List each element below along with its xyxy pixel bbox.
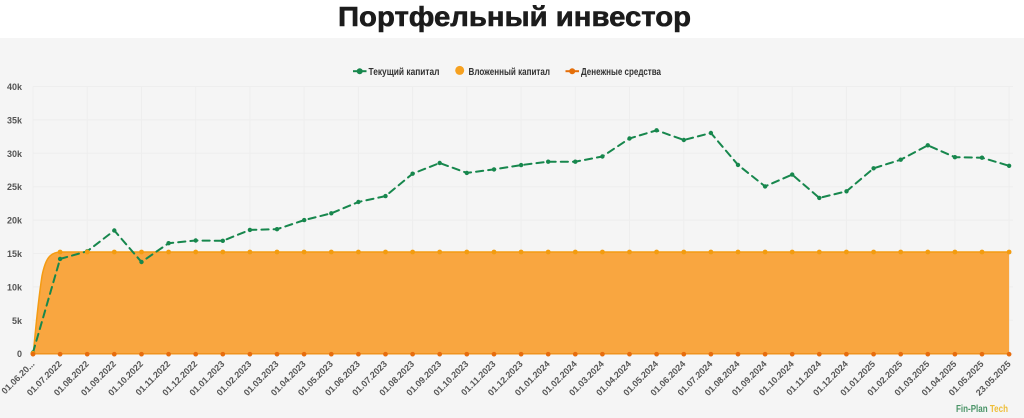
svg-text:Fin-Plan Tech: Fin-Plan Tech <box>956 404 1008 415</box>
svg-text:0: 0 <box>17 349 22 359</box>
svg-text:Текущий капитал: Текущий капитал <box>369 66 440 78</box>
svg-text:10k: 10k <box>7 282 23 292</box>
svg-text:5k: 5k <box>12 316 23 326</box>
svg-text:40k: 40k <box>7 82 23 92</box>
svg-text:25k: 25k <box>7 182 23 192</box>
svg-text:35k: 35k <box>7 115 23 125</box>
svg-text:Портфельный инвестор: Портфельный инвестор <box>338 1 691 32</box>
svg-text:15k: 15k <box>7 249 23 259</box>
svg-text:20k: 20k <box>7 216 23 226</box>
svg-text:30k: 30k <box>7 149 23 159</box>
svg-text:Вложенный капитал: Вложенный капитал <box>469 66 551 78</box>
svg-text:Денежные средства: Денежные средства <box>581 66 661 78</box>
